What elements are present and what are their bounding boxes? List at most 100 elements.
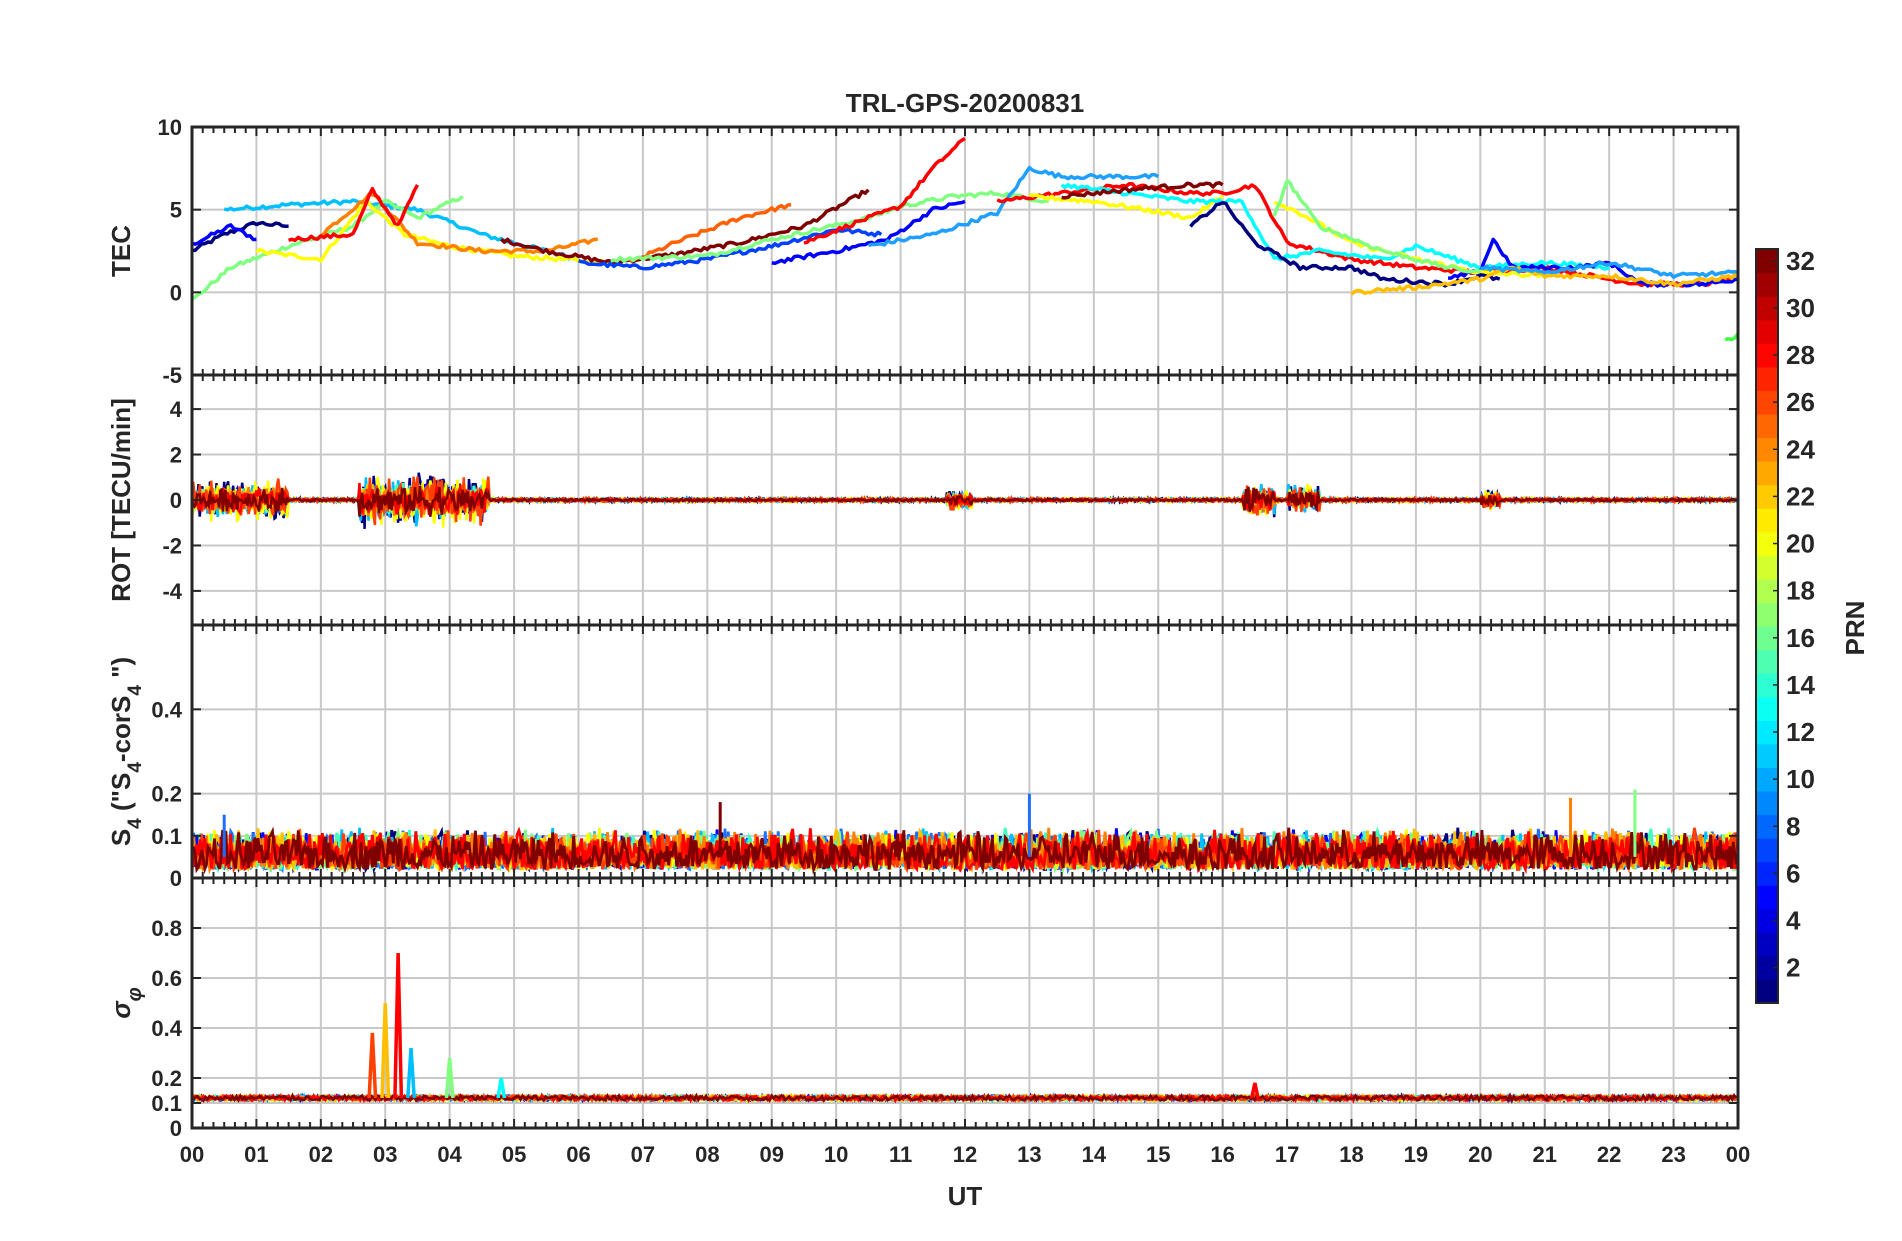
sigma-peak (380, 1002, 391, 1099)
y-tick-label: 0.8 (151, 916, 182, 941)
y-axis-label-part: 4 (125, 818, 146, 829)
y-tick-label: 0.1 (151, 824, 182, 849)
x-tick-label: 06 (566, 1142, 590, 1167)
colorbar-tick-label: 2 (1786, 953, 1800, 983)
colorbar-frame (1755, 248, 1779, 1004)
x-axis: 00 01 02 03 04 05 06 07 08 09 10 11 12 13 14 15 16 17 18 19… (180, 1142, 1750, 1167)
tec-series-25 (1724, 332, 1738, 342)
x-tick-label: 00 (180, 1142, 204, 1167)
sigma-peak (1249, 1082, 1260, 1099)
x-tick-label: 22 (1597, 1142, 1621, 1167)
colorbar-segment (1756, 790, 1778, 816)
y-axis-label: S4 ("S4-corS4 ") (106, 657, 146, 846)
y-tick-label: 5 (170, 198, 182, 223)
sigma-peak (393, 952, 404, 1099)
colorbar-segment (1756, 743, 1778, 768)
colorbar-tick-label: 20 (1786, 529, 1815, 559)
y-axis-label: ROT [TECU/min] (106, 398, 136, 602)
colorbar-segment (1756, 366, 1778, 391)
colorbar-segment (1756, 343, 1778, 368)
tec-series-14 (867, 165, 1160, 248)
colorbar-tick-label: 30 (1786, 293, 1815, 323)
tec-series-16 (1028, 192, 1224, 221)
colorbar-segment (1756, 767, 1778, 792)
colorbar-segment (1756, 249, 1778, 274)
colorbar-segment (1756, 296, 1778, 321)
tec-series-23 (1350, 265, 1738, 296)
x-tick-label: 19 (1404, 1142, 1428, 1167)
colorbar-tick-label: 16 (1786, 623, 1815, 653)
y-axis-label-part: 4 (125, 762, 146, 773)
colorbar-tick-label: 26 (1786, 387, 1815, 417)
sigma-peak (367, 1032, 378, 1099)
panel-sigma-phi: 00.10.2 0.4 0.6 0.8 σφ (106, 876, 1740, 1141)
colorbar-tick-label: 32 (1786, 246, 1815, 276)
colorbar-tick-label: 22 (1786, 481, 1815, 511)
panel-data (192, 952, 1738, 1104)
colorbar-tick-label: 12 (1786, 717, 1815, 747)
colorbar-segment (1756, 602, 1778, 627)
tec-series-18 (1061, 181, 1224, 200)
colorbar-tick-label: 4 (1786, 906, 1801, 936)
colorbar-segment (1756, 908, 1778, 933)
colorbar-tick-label: 24 (1786, 434, 1815, 464)
y-tick-label: 0 (170, 866, 182, 891)
colorbar-segment (1756, 885, 1778, 910)
panel-rot: -4 -2 0 2 4 ROT [TECU/min] (106, 373, 1740, 627)
tec-series-2 (192, 223, 257, 246)
tec-series-15 (996, 182, 1738, 288)
y-tick-label: 0.4 (151, 1016, 182, 1041)
y-axis-label-part: φ (124, 987, 146, 1001)
colorbar-segment (1756, 555, 1778, 580)
x-tick-label: 10 (824, 1142, 848, 1167)
colorbar-segment (1756, 390, 1778, 415)
y-axis-label: σφ (106, 987, 146, 1018)
tec-series-13 (771, 199, 966, 266)
y-tick-label: 0 (170, 1116, 182, 1141)
colorbar-segment (1756, 484, 1778, 509)
x-tick-label: 03 (373, 1142, 397, 1167)
colorbar-tick-label: 28 (1786, 340, 1815, 370)
x-tick-label: 18 (1339, 1142, 1363, 1167)
panel-tec: -5 0 5 10 TEC (106, 115, 1740, 388)
y-axis-label-part: ("S (106, 773, 136, 819)
colorbar-tick-label: 6 (1786, 858, 1800, 888)
tec-series-17 (1060, 183, 1610, 271)
colorbar-tick-label: 10 (1786, 764, 1815, 794)
colorbar-segment (1756, 437, 1778, 462)
x-tick-label: 23 (1661, 1142, 1685, 1167)
colorbar-tick-label: 18 (1786, 576, 1815, 606)
y-axis-label-part: -corS (106, 696, 136, 762)
colorbar-segment (1756, 508, 1778, 533)
x-tick-label: 04 (437, 1142, 462, 1167)
colorbar-segment (1756, 955, 1778, 981)
y-axis-label-part: 4 (125, 685, 146, 696)
colorbar-segment (1756, 673, 1778, 698)
y-tick-labels: -5 0 5 10 (158, 115, 182, 388)
chart-title: TRL-GPS-20200831 (846, 88, 1084, 118)
panel-ticks (191, 878, 1739, 1129)
rot-series-12 (192, 485, 1738, 517)
x-tick-label: 00 (1726, 1142, 1750, 1167)
y-tick-label: -2 (162, 533, 182, 558)
horizontal-grid (192, 408, 1738, 592)
sigma-peak (496, 1077, 507, 1099)
x-tick-label: 17 (1275, 1142, 1299, 1167)
colorbar-segment (1756, 626, 1778, 651)
sigma-peak (444, 1057, 455, 1099)
y-tick-labels: 00.10.2 0.4 0.6 0.8 (151, 916, 182, 1141)
tec-series-7 (288, 184, 420, 243)
x-tick-label: 16 (1210, 1142, 1234, 1167)
panel-data (192, 789, 1738, 875)
x-tick-label: 21 (1533, 1142, 1557, 1167)
tec-series-12 (803, 137, 966, 245)
tec-series-11 (610, 190, 1050, 263)
tec-series-4 (192, 195, 464, 301)
colorbar-segment (1756, 578, 1778, 604)
y-tick-label: 0.2 (151, 782, 182, 807)
sigma-series-12 (192, 1092, 1738, 1104)
y-tick-labels: -4 -2 0 2 4 (162, 397, 182, 604)
x-tick-label: 11 (889, 1142, 912, 1167)
